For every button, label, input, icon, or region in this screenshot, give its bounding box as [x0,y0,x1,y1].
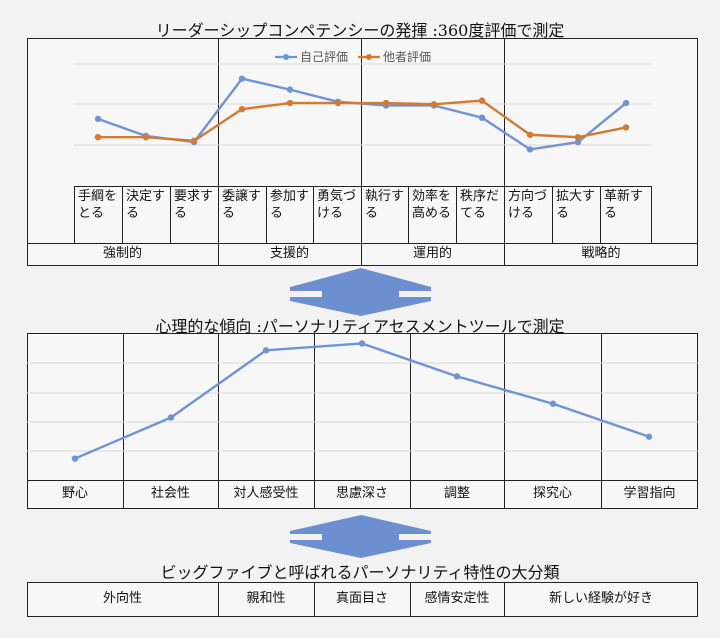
trait-label: 新しい経験が好き [548,591,653,606]
subitem-cell: 方向づける [508,189,548,221]
category-label: 野心 [61,486,88,501]
others-data-point [94,134,102,141]
subitem-cell: 委譲する [222,189,262,221]
category-label: 探究心 [532,486,572,501]
personality-data-point [645,433,653,440]
legend-self-marker [275,53,297,60]
subitem-cell: 決定する [126,189,166,221]
chart1-legend: 自己評価 他者評価 [275,48,431,65]
self-data-point [526,146,534,153]
trait-label: 真面目さ [335,591,388,606]
legend-others-marker [358,53,381,60]
personality-data-point [358,340,366,347]
trait-label: 感情安定性 [424,591,490,606]
self-data-point [286,86,294,93]
others-data-point [382,99,390,107]
group-label-coercive: 強制的 [102,246,142,261]
subitem-cell: 秩序だてる [460,189,500,221]
personality-data-point [453,373,461,380]
others-data-point [286,99,294,107]
subitem-cell: 参加する [270,189,310,221]
others-data-point [238,105,246,113]
others-data-point [334,99,342,107]
section1-title: リーダーシップコンペテンシーの発揮 :360度評価で測定 [155,21,565,40]
trait-label: 外向性 [102,591,142,606]
self-data-point [94,115,102,123]
self-data-point [238,75,246,82]
trait-label: 親和性 [246,591,286,606]
subitem-cell: 要求する [174,189,214,221]
subitem-cell: 拡大する [556,189,596,221]
category-label: 対人感受性 [233,486,299,501]
group-label-strategic: 戦略的 [581,246,621,261]
others-data-point [190,137,198,145]
legend-others-label: 他者評価 [383,50,432,64]
group-label-operational: 運用的 [412,246,452,261]
category-label: 学習指向 [623,486,676,501]
subitem-cell: 革新する [604,189,644,221]
personality-data-point [71,455,79,462]
self-data-point [478,114,486,121]
others-data-point [430,101,438,108]
subitem-cell: 執行する [365,189,405,221]
section2-title: 心理的な傾向 :パーソナリティアセスメントツールで測定 [155,317,565,336]
others-data-point [142,134,150,141]
others-data-point [574,134,582,141]
legend-self-label: 自己評価 [300,50,349,64]
self-data-point [574,138,582,146]
section3-title: ビッグファイブと呼ばれるパーソナリティ特性の大分類 [160,563,560,582]
subitem-cell: 効率を高める [412,189,452,221]
competency-panel [27,38,698,266]
category-label: 思慮深さ [335,486,388,501]
personality-data-point [167,414,175,421]
others-series-line [98,99,627,143]
personality-panel [27,333,698,509]
others-data-point [478,97,486,104]
subitem-cell: 勇気づける [317,189,357,221]
personality-series-line [74,342,650,460]
others-data-point [526,131,534,138]
big-five-row [27,582,698,617]
category-label: 調整 [443,486,470,501]
personality-data-point [262,347,270,354]
subitem-cell: 手綱をとる [78,189,118,221]
others-data-point [622,124,630,131]
category-label: 社会性 [150,486,190,501]
self-data-point [622,99,630,107]
group-label-supportive: 支援的 [269,246,309,261]
personality-data-point [549,400,557,407]
